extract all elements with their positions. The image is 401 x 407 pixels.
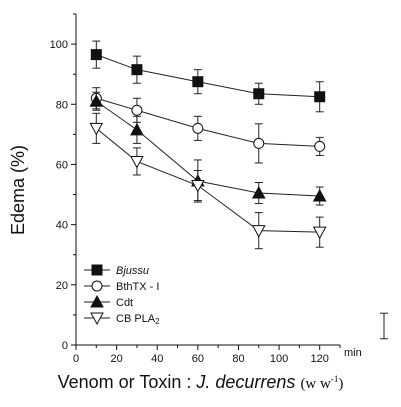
y-tick-label: 40: [56, 220, 68, 232]
x-tick-label: 60: [192, 353, 204, 365]
x-tick-label: 120: [311, 353, 329, 365]
y-axis-label: Edema (%): [8, 145, 28, 235]
x-axis-label-part1: Venom or Toxin :: [57, 372, 197, 392]
data-point: [251, 225, 266, 238]
x-axis-label-species: J. decurrens: [196, 372, 296, 392]
data-point: [90, 49, 102, 61]
data-point: [314, 140, 326, 152]
x-axis-unit: min: [344, 347, 362, 359]
y-tick-label: 60: [56, 159, 68, 171]
x-axis-label-ratio-close: ): [338, 376, 344, 392]
data-point: [131, 64, 143, 76]
legend-label: Bjussu: [116, 265, 149, 277]
x-tick-label: 40: [151, 353, 163, 365]
series-0: [90, 40, 326, 113]
series-line: [96, 54, 320, 98]
data-point: [192, 76, 204, 88]
data-point: [130, 155, 144, 169]
y-tick-label: 100: [50, 39, 68, 51]
legend-label: CB PLA2: [116, 313, 160, 326]
error-scale-bar: [380, 312, 388, 340]
data-point: [89, 94, 104, 107]
data-point: [312, 189, 327, 202]
x-tick-label: 80: [232, 353, 244, 365]
data-point: [192, 122, 204, 134]
legend-label: Cdt: [116, 297, 133, 309]
series-2: [89, 91, 327, 206]
chart-series: [89, 40, 327, 250]
series-3: [89, 112, 327, 250]
x-tick-label: 20: [110, 353, 122, 365]
series-line: [95, 127, 320, 233]
y-tick-label: 0: [62, 340, 68, 352]
legend-item-1: BthTX - I: [84, 280, 159, 293]
legend-marker: [90, 294, 104, 308]
legend-marker: [91, 280, 103, 292]
data-point: [314, 91, 326, 103]
chart-legend: Bjussu BthTX - I Cdt CB PLA2: [84, 264, 160, 326]
x-axis-label-ratio-base: (w w: [300, 376, 331, 392]
data-point: [130, 122, 144, 136]
data-point: [131, 104, 143, 116]
y-tick-label: 20: [56, 280, 68, 292]
y-tick-label: 80: [56, 99, 68, 111]
series-1: [90, 87, 326, 164]
legend-marker: [91, 264, 103, 276]
x-axis-label-ratio-exp: -1: [330, 374, 339, 384]
data-point: [251, 185, 266, 199]
chart-axes: 0 20 40 60 80 100 0 20 40 60 80 100 120: [50, 13, 341, 365]
data-point: [253, 137, 265, 149]
series-line: [96, 97, 320, 147]
legend-marker: [90, 312, 104, 326]
data-point: [191, 180, 205, 193]
x-axis-label-ratio: (w w-1): [300, 374, 344, 392]
legend-item-3: CB PLA2: [84, 312, 160, 326]
data-point: [312, 226, 327, 240]
data-point: [253, 88, 265, 100]
data-point: [89, 122, 104, 136]
legend-item-2: Cdt: [84, 294, 133, 309]
x-tick-label: 100: [270, 353, 288, 365]
legend-item-0: Bjussu: [84, 264, 149, 277]
x-tick-label: 0: [73, 353, 79, 365]
legend-label-subscript: 2: [155, 317, 160, 326]
x-axis-label: Venom or Toxin : J. decurrens (w w-1): [0, 372, 401, 393]
legend-label: BthTX - I: [116, 281, 159, 293]
legend-label-main: CB PLA: [116, 313, 156, 325]
series-line: [96, 100, 320, 197]
